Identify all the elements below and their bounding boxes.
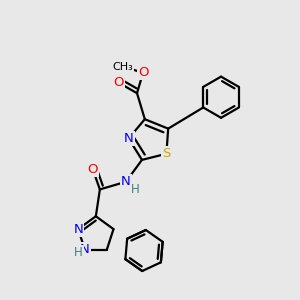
Text: H: H (74, 246, 83, 259)
Text: O: O (88, 163, 98, 176)
Text: N: N (124, 132, 134, 145)
Text: N: N (73, 223, 83, 236)
Text: N: N (121, 175, 131, 188)
Text: CH₃: CH₃ (112, 61, 133, 72)
Text: N: N (80, 243, 90, 256)
Text: O: O (138, 66, 148, 79)
Text: O: O (113, 76, 124, 89)
Text: H: H (131, 183, 140, 196)
Text: S: S (162, 147, 171, 160)
